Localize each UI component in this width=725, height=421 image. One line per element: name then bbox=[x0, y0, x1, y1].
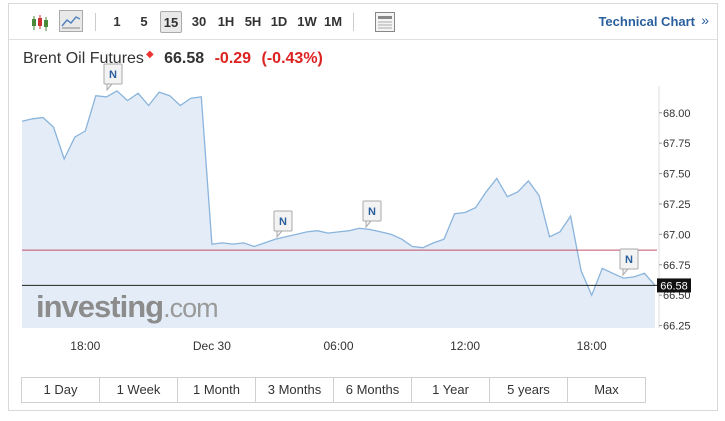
range-button[interactable]: 1 Year bbox=[412, 378, 490, 402]
area bbox=[22, 90, 655, 329]
news-label: N bbox=[368, 206, 376, 218]
y-tick-label: 67.75 bbox=[663, 138, 691, 150]
technical-chart-link[interactable]: Technical Chart bbox=[598, 14, 695, 29]
news-label: N bbox=[109, 69, 117, 81]
watermark: investing.com bbox=[36, 289, 218, 324]
change: -0.29 bbox=[214, 50, 252, 67]
y-tick-label: 66.75 bbox=[663, 260, 691, 272]
line bbox=[21, 90, 656, 297]
range-button[interactable]: 1 Day bbox=[22, 378, 100, 402]
range-button[interactable]: 6 Months bbox=[334, 378, 412, 402]
x-tick-label: Dec 30 bbox=[193, 339, 231, 353]
watermark-brand: investing bbox=[36, 289, 163, 324]
link-arrow[interactable]: » bbox=[701, 12, 709, 28]
news-marker bbox=[273, 210, 293, 232]
separator bbox=[95, 13, 96, 31]
y-tick-label: 67.00 bbox=[663, 229, 691, 241]
watermark-suffix: .com bbox=[163, 293, 218, 323]
x-tick-label: 18:00 bbox=[577, 339, 607, 353]
interval-button[interactable]: 30 bbox=[191, 14, 207, 29]
candlestick-icon[interactable] bbox=[31, 14, 49, 32]
interval-button[interactable]: 1D bbox=[270, 14, 288, 29]
news-marker bbox=[362, 200, 382, 222]
news-label: N bbox=[625, 254, 633, 266]
interval-button[interactable]: 1H bbox=[217, 14, 235, 29]
range-button[interactable]: 3 Months bbox=[256, 378, 334, 402]
x-tick-label: 18:00 bbox=[70, 339, 100, 353]
chart: investing.com 66.25 66.50 66.75 67.00 67.25 67… bbox=[21, 63, 691, 353]
y-tick-label: 66.50 bbox=[663, 290, 691, 302]
y-tick-label: 68.00 bbox=[663, 108, 691, 120]
interval-button[interactable]: 15 bbox=[160, 11, 182, 33]
y-tick-label: 66.25 bbox=[663, 321, 691, 333]
news-marker bbox=[103, 63, 123, 85]
news-pointer bbox=[622, 268, 630, 277]
divider bbox=[9, 39, 717, 40]
flag-icon: ◆ bbox=[145, 49, 154, 60]
interval-button[interactable]: 5 bbox=[140, 14, 148, 29]
news-marker bbox=[619, 248, 639, 270]
news-pointer bbox=[365, 220, 373, 229]
last-price-label: 66.58 bbox=[660, 280, 688, 292]
news-pointer bbox=[276, 230, 284, 239]
interval-button[interactable]: 1W bbox=[297, 14, 317, 29]
range-button[interactable]: 5 years bbox=[490, 378, 568, 402]
range-button[interactable]: 1 Month bbox=[178, 378, 256, 402]
last-price: 66.58 bbox=[164, 50, 205, 67]
instrument-name: Brent Oil Futures bbox=[23, 50, 144, 67]
x-tick-label: 12:00 bbox=[450, 339, 480, 353]
interval-button[interactable]: 1 bbox=[113, 14, 121, 29]
news-pointer bbox=[106, 83, 114, 92]
interval-button[interactable]: 5H bbox=[244, 14, 262, 29]
y-tick-label: 67.50 bbox=[663, 169, 691, 181]
range-button[interactable]: 1 Week bbox=[100, 378, 178, 402]
range-button[interactable]: Max bbox=[594, 382, 619, 397]
separator bbox=[353, 13, 354, 31]
last-price-box bbox=[657, 278, 691, 293]
line-icon[interactable] bbox=[59, 10, 83, 32]
change-percent: (-0.43%) bbox=[261, 50, 323, 67]
interval-button[interactable]: 1M bbox=[323, 14, 343, 29]
y-tick-label: 67.25 bbox=[663, 199, 691, 211]
x-tick-label: 06:00 bbox=[323, 339, 353, 353]
chart-widget: 1 5 15 30 1H 5H 1D 1W 1M Technical Chart » Brent… bbox=[8, 3, 718, 411]
calendar-icon[interactable] bbox=[374, 11, 396, 33]
range-group: 1 Day 1 Week 1 Month 3 Months 6 Months 1 Year… bbox=[21, 377, 646, 403]
news-label: N bbox=[279, 216, 287, 228]
quote-header: Brent Oil Futures ◆ 66.58 -0.29 (-0.43%) bbox=[23, 49, 329, 68]
